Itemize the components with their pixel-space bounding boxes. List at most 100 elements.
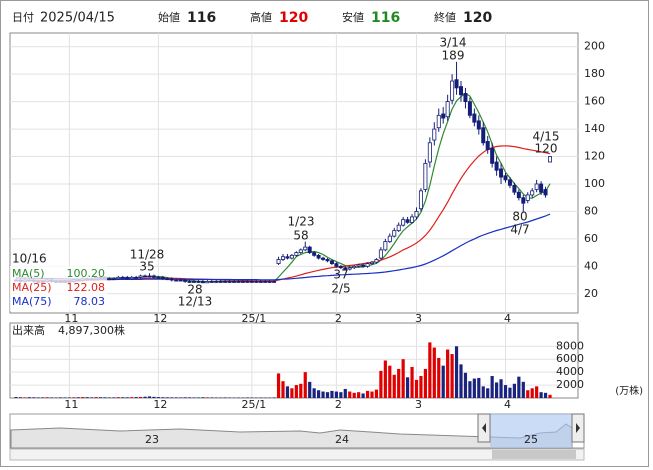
candle-body [463, 92, 468, 103]
y-tick-label: 100 [584, 177, 605, 190]
volume-bar [72, 397, 76, 398]
volume-title: 出来高 [12, 323, 45, 337]
annotation-date: 11/28 [130, 248, 165, 262]
candle-body [143, 275, 148, 278]
volume-bar [183, 397, 187, 398]
volume-bar [76, 397, 80, 398]
volume-bar [521, 381, 525, 398]
volume-bar [472, 378, 476, 398]
volume-bar [343, 388, 347, 398]
volume-bar [81, 397, 85, 398]
candle-body [240, 281, 245, 283]
candle-body [525, 194, 530, 201]
candle-body [196, 281, 201, 283]
volume-bar [179, 397, 183, 398]
volume-bar [27, 397, 31, 398]
candle-body [530, 190, 535, 196]
volume-bar [392, 374, 396, 398]
navigator-label: 25 [524, 433, 538, 446]
y-tick-label: 120 [584, 150, 605, 163]
candle-body [392, 230, 397, 237]
volume-bar [281, 381, 285, 398]
annotation-date: 4/7 [510, 223, 529, 237]
volume-bar [299, 383, 303, 398]
candle-body [445, 101, 450, 118]
volume-bar [526, 390, 530, 398]
grid [10, 33, 578, 398]
legend-name: MA(25) [12, 281, 52, 294]
candle-body [249, 281, 254, 283]
volume-bar [503, 385, 508, 398]
volume-bar [116, 397, 120, 398]
candle-body [414, 211, 419, 218]
volume-bar [41, 397, 45, 398]
arrow-icon [576, 423, 580, 433]
volume-bar [50, 397, 54, 398]
candle-body [232, 281, 237, 283]
x-tick-label: 2 [335, 312, 342, 325]
volume-bar [410, 366, 414, 398]
y-tick-label: 200 [584, 40, 605, 53]
volume-bar [454, 346, 459, 398]
candle-body [183, 279, 188, 282]
candle-body [534, 183, 539, 190]
candle-body [516, 191, 521, 199]
header-value: 120 [463, 10, 492, 26]
volume-bar [139, 396, 143, 398]
candle-body [325, 259, 330, 262]
navigator-selection [490, 414, 572, 448]
x-tick-label: 4 [504, 312, 511, 325]
volume-bar [147, 396, 152, 398]
header: 日付 2025/04/15 始値 116 高値 120 安値 116 終値 12… [12, 10, 492, 26]
volume-bar [548, 394, 552, 398]
volume-bar [63, 397, 67, 398]
legend-value: 122.08 [67, 281, 106, 294]
scrollbar[interactable] [9, 448, 585, 461]
candle-body [543, 189, 548, 196]
volume-bar [330, 390, 334, 398]
volume-unit: (万株) [615, 384, 643, 397]
legend-name: MA(5) [12, 267, 45, 280]
volume-bar [499, 379, 503, 398]
candle-body [423, 162, 428, 190]
candle-body [316, 254, 321, 259]
header-date: 2025/04/15 [40, 11, 115, 26]
candle-body [503, 175, 508, 181]
candle-body [418, 190, 423, 210]
candle-body [276, 259, 281, 264]
annotation-date: 2/5 [331, 282, 350, 296]
volume-bar [85, 397, 89, 398]
annotation-value: 80 [512, 210, 527, 224]
candle-body [405, 219, 410, 223]
volume-bar [357, 392, 361, 398]
header-label: 始値 [158, 10, 180, 24]
scrollbar-thumb[interactable] [492, 450, 576, 459]
candle-body [303, 246, 308, 251]
volume-bar [156, 397, 160, 398]
candle-body [298, 249, 303, 254]
volume-bar [325, 392, 330, 398]
candle-body [147, 275, 152, 278]
candle-body [512, 184, 517, 193]
legend-value: 100.20 [67, 267, 106, 280]
volume-bar [36, 397, 40, 398]
candle-body [352, 265, 357, 269]
y-tick-label: 140 [584, 122, 605, 135]
candle-body [476, 120, 481, 130]
volume-bar [459, 364, 463, 398]
candle-body [267, 281, 272, 283]
volume-bar [406, 377, 410, 398]
candle-body [338, 265, 343, 269]
volume-bar [165, 397, 169, 398]
volume-bar [530, 388, 534, 398]
candle-body [151, 275, 156, 278]
candle-body [134, 276, 139, 279]
volume-bar [308, 381, 312, 398]
candle-body [383, 241, 388, 251]
candle-body [365, 263, 370, 267]
candle-body [245, 281, 250, 283]
y-tick-label: 20 [584, 287, 598, 300]
candle-body [205, 281, 210, 284]
candle-body [107, 278, 112, 281]
